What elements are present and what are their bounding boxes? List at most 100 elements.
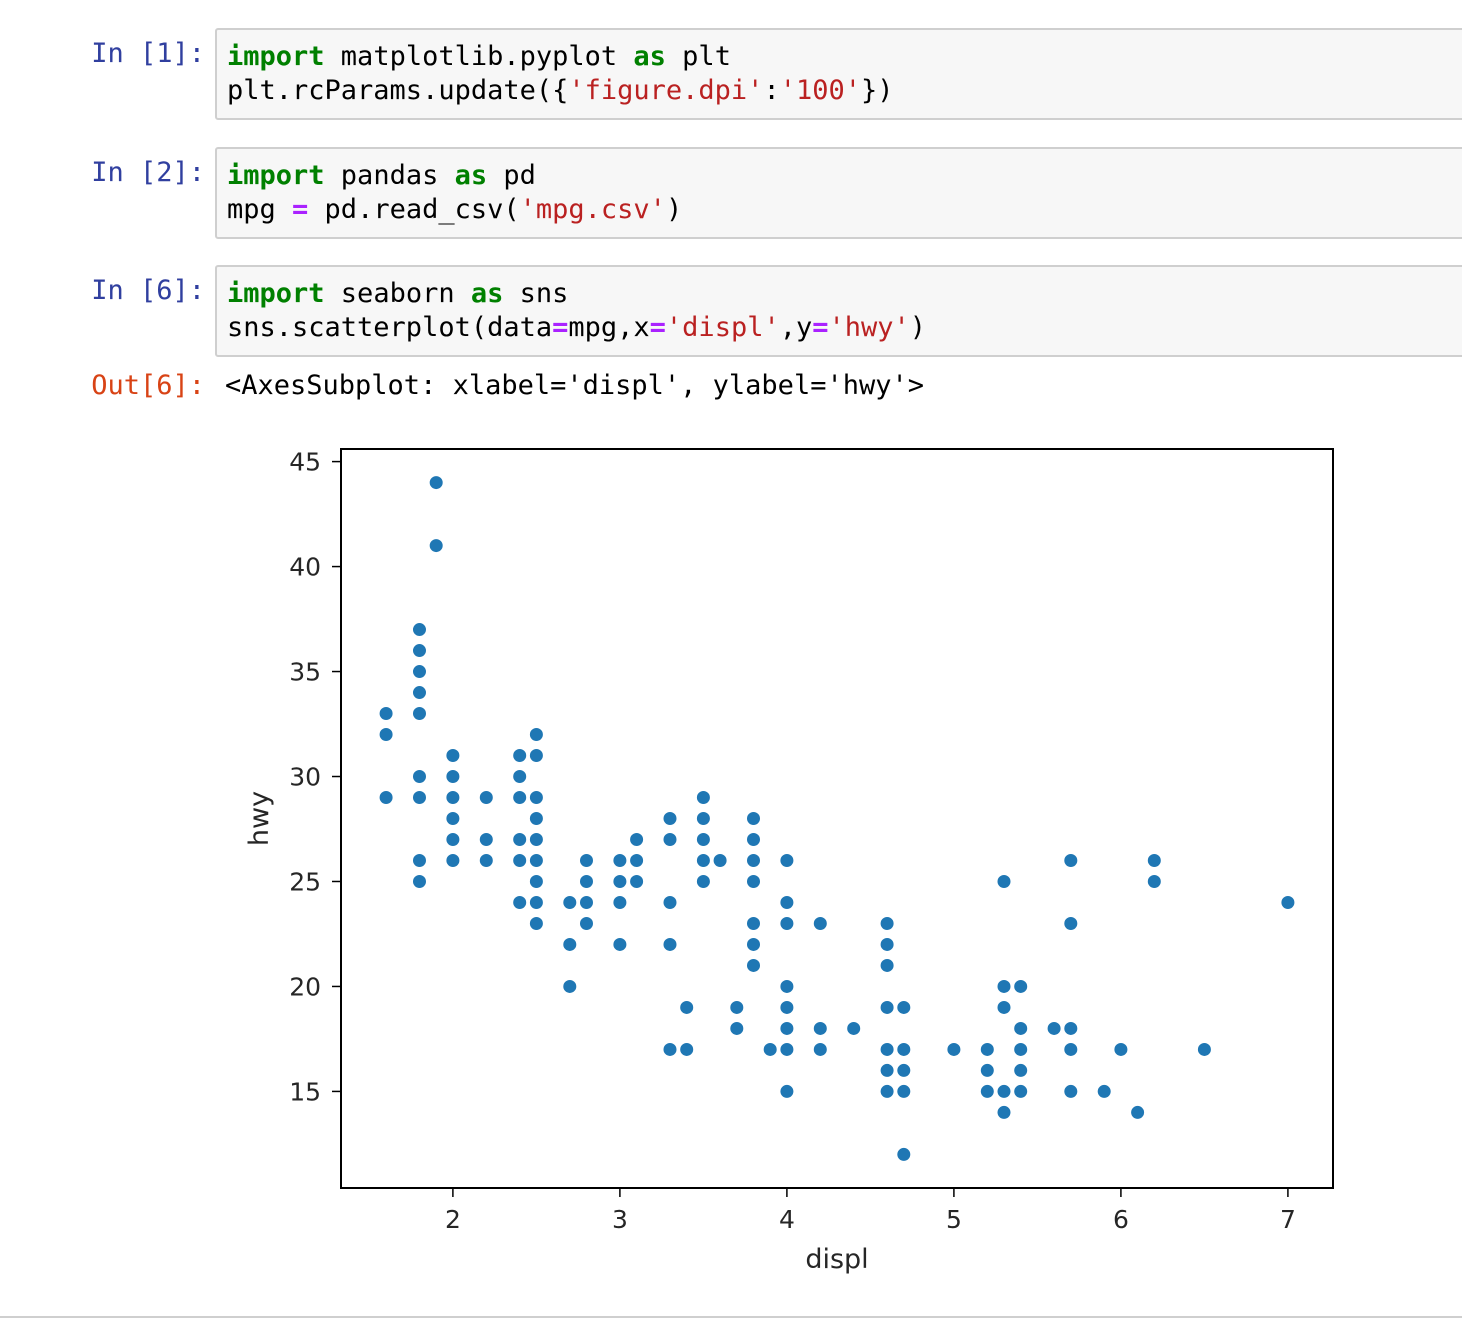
code-text: plt [665,41,731,72]
code-text: pd.read_csv( [308,194,520,225]
data-point [1130,1104,1146,1120]
data-point [996,1104,1012,1120]
data-point [445,748,461,764]
data-point [1013,1041,1029,1057]
input-prompt: In [1]: [91,38,205,69]
code-input[interactable]: import matplotlib.pyplot as plt plt.rcPar… [215,28,1462,120]
data-point [879,957,895,973]
data-point [512,790,528,806]
data-point [996,873,1012,889]
data-point [812,915,828,931]
data-point [979,1041,995,1057]
output-text: <AxesSubplot: xlabel='displ', ylabel='hw… [225,370,924,401]
data-point [411,852,427,868]
data-point [478,852,494,868]
data-point [512,894,528,910]
data-point [578,915,594,931]
data-point [1063,1041,1079,1057]
input-prompt: In [2]: [91,157,205,188]
data-point [879,936,895,952]
code-text: ,y [779,312,813,343]
data-point [562,978,578,994]
data-point [779,915,795,931]
data-point [779,999,795,1015]
code-line: import pandas as pd [227,159,1462,193]
code-text: seaborn [324,278,471,309]
code-text: sns.scatterplot(data [227,312,553,343]
y-tick-label: 45 [289,448,321,477]
data-point [662,1041,678,1057]
data-point [445,811,461,826]
data-point [879,999,895,1015]
data-point [679,999,695,1015]
code-text: ) [909,312,927,343]
data-point [578,852,594,868]
data-point [428,538,444,554]
data-point [1046,1020,1062,1036]
data-point [946,1041,962,1057]
y-tick-label: 35 [289,658,321,687]
y-tick-label: 20 [289,972,321,1001]
data-point [695,790,711,806]
data-point [896,1146,912,1162]
y-tick-label: 25 [289,867,321,896]
data-point [996,1083,1012,1099]
x-axis-label: displ [805,1244,868,1275]
data-point [411,643,427,659]
data-point [1146,873,1162,889]
data-point [629,831,645,847]
code-text: : [763,75,780,106]
data-point [528,727,544,743]
code-operator: = [812,312,829,343]
data-point [996,999,1012,1015]
divider [0,1316,1462,1318]
data-point [512,852,528,868]
data-point [879,1041,895,1057]
data-point [745,873,761,889]
data-point [411,706,427,722]
data-point [1013,1083,1029,1099]
data-point [779,852,795,868]
data-point [528,852,544,868]
code-keyword: import [227,41,325,72]
data-point [846,1020,862,1036]
data-point [812,1020,828,1036]
y-tick-label: 40 [289,553,321,582]
code-input[interactable]: import pandas as pd mpg = pd.read_csv('mp… [215,147,1462,239]
data-point [528,894,544,910]
code-string: '100' [779,75,861,106]
y-axis-label: hwy [244,791,275,846]
code-line: mpg = pd.read_csv('mpg.csv') [227,193,1462,227]
x-tick-label: 7 [1280,1205,1296,1234]
code-text: }) [861,75,894,106]
data-point [445,852,461,868]
code-text: pd [487,160,536,191]
x-tick-label: 2 [445,1205,461,1234]
code-string: 'mpg.csv' [519,194,666,225]
data-point [1146,852,1162,868]
code-string: 'hwy' [828,312,910,343]
data-point [528,748,544,764]
data-point [762,1041,778,1057]
code-line: plt.rcParams.update({'figure.dpi':'100'}… [227,74,1462,108]
data-point [528,831,544,847]
code-keyword: import [227,160,325,191]
data-point [612,873,628,889]
data-point [1013,978,1029,994]
data-point [512,748,528,764]
data-point [695,831,711,847]
code-input[interactable]: import seaborn as sns sns.scatterplot(dat… [215,265,1462,357]
data-point [729,1020,745,1036]
data-point [662,936,678,952]
data-point [695,852,711,868]
data-point [812,1041,828,1057]
code-operator: = [649,312,666,343]
y-tick-label: 30 [289,763,321,792]
data-point [612,852,628,868]
data-point [445,769,461,785]
data-point [528,811,544,826]
data-point [411,622,427,638]
data-point [779,1083,795,1099]
data-point [996,978,1012,994]
